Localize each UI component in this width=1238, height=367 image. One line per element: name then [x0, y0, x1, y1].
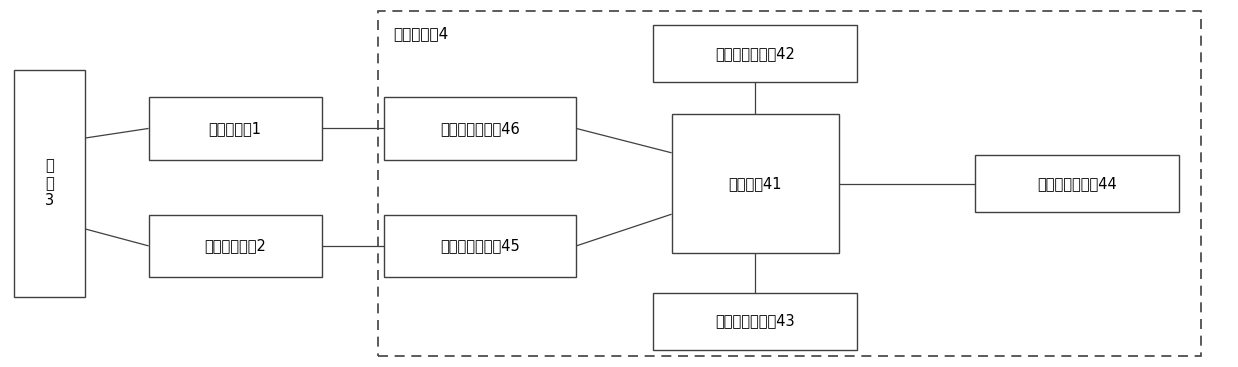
Bar [652, 293, 857, 349]
Text: 室外温度传感器42: 室外温度传感器42 [716, 46, 795, 61]
Bar [652, 25, 857, 82]
Text: 蓄热式电锅炉2: 蓄热式电锅炉2 [204, 239, 266, 253]
Bar [671, 114, 839, 253]
Text: 热源泵控制模块46: 热源泵控制模块46 [441, 121, 520, 136]
Text: 水
箱
3: 水 箱 3 [45, 159, 54, 208]
Bar [149, 97, 322, 160]
Bar [378, 11, 1201, 356]
Text: 水箱温度传感器43: 水箱温度传感器43 [716, 314, 795, 328]
Text: 电锅炉控制模块45: 电锅炉控制模块45 [441, 239, 520, 253]
Text: 空气热源泵1: 空气热源泵1 [209, 121, 261, 136]
Text: 通道温度传感器44: 通道温度传感器44 [1037, 176, 1117, 191]
Bar [384, 97, 577, 160]
Text: 控制模块41: 控制模块41 [728, 176, 782, 191]
Bar [14, 70, 85, 297]
Bar [974, 155, 1179, 212]
Bar [384, 215, 577, 277]
Text: 中央控制器4: 中央控制器4 [394, 26, 449, 41]
Bar [149, 215, 322, 277]
